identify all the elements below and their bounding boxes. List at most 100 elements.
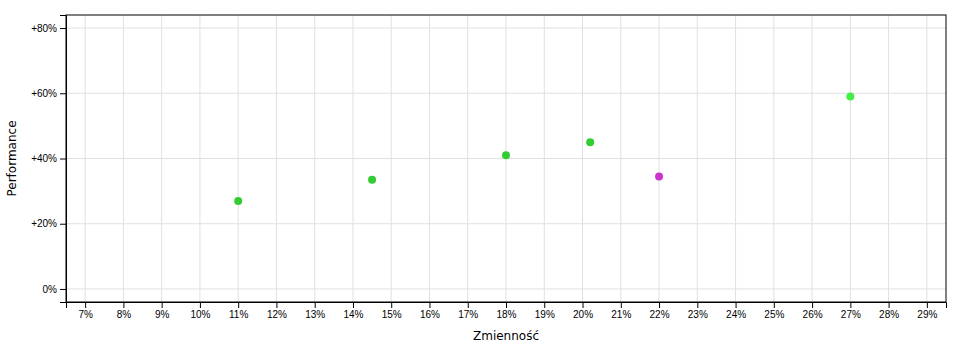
x-tick: 21% xyxy=(611,302,631,320)
y-axis-line xyxy=(60,16,67,303)
x-tick: 29% xyxy=(917,302,937,320)
x-tick-label: 7% xyxy=(78,309,93,320)
y-axis-title: Performance xyxy=(5,120,19,196)
y-tick-mark xyxy=(60,224,66,225)
chart-container: 7% 8% 9% 10% 11% 12% 13% 14% 15% 16% 17% 18% 19% 20% 2… xyxy=(0,0,966,350)
x-tick-mark xyxy=(429,302,430,308)
x-tick-mark xyxy=(774,302,775,308)
x-tick-label: 20% xyxy=(573,309,593,320)
x-tick-mark xyxy=(889,302,890,308)
point xyxy=(846,93,854,101)
x-tick-label: 13% xyxy=(305,309,325,320)
x-tick-label: 16% xyxy=(420,309,440,320)
x-tick: 22% xyxy=(650,302,670,320)
x-tick-label: 25% xyxy=(764,309,784,320)
x-tick-mark xyxy=(200,302,201,308)
plot-area: 7% 8% 9% 10% 11% 12% 13% 14% 15% 16% 17% 18% 19% 20% 2… xyxy=(31,15,946,320)
point xyxy=(234,197,242,205)
x-tick-label: 22% xyxy=(650,309,670,320)
y-tick-label: +40% xyxy=(31,153,57,164)
x-axis-title: Zmienność xyxy=(473,329,539,343)
x-tick: 19% xyxy=(535,302,555,320)
x-tick-label: 9% xyxy=(155,309,170,320)
point xyxy=(586,138,594,146)
x-tick: 24% xyxy=(726,302,746,320)
x-tick: 13% xyxy=(305,302,325,320)
x-tick-label: 29% xyxy=(917,309,937,320)
x-tick-mark xyxy=(276,302,277,308)
chart-svg: 7% 8% 9% 10% 11% 12% 13% 14% 15% 16% 17% 18% 19% 20% 2… xyxy=(0,0,966,350)
x-tick: 27% xyxy=(841,302,861,320)
y-tick-mark xyxy=(60,93,66,94)
x-tick-mark xyxy=(621,302,622,308)
x-tick: 28% xyxy=(879,302,899,320)
x-tick-mark xyxy=(736,302,737,308)
x-tick-label: 21% xyxy=(611,309,631,320)
x-axis-line xyxy=(67,303,947,309)
x-tick-label: 28% xyxy=(879,309,899,320)
y-axis: 0% +20% +40% +60% +80% xyxy=(31,16,66,303)
x-tick-mark xyxy=(506,302,507,308)
x-tick-label: 11% xyxy=(229,309,248,320)
x-tick-mark xyxy=(123,302,124,308)
x-tick-label: 12% xyxy=(267,309,287,320)
point xyxy=(368,176,376,184)
grid xyxy=(66,15,946,302)
point xyxy=(502,151,510,159)
x-tick-mark xyxy=(697,302,698,308)
x-tick: 14% xyxy=(343,302,363,320)
x-tick: 10% xyxy=(190,302,210,320)
x-tick-mark xyxy=(850,302,851,308)
x-axis: 7% 8% 9% 10% 11% 12% 13% 14% 15% 16% 17% 18% 19% 20% 2… xyxy=(67,302,947,320)
y-grid-line xyxy=(66,223,946,224)
point xyxy=(655,172,663,180)
y-tick: +20% xyxy=(31,218,66,229)
x-tick: 8% xyxy=(117,302,132,320)
y-tick-mark xyxy=(60,28,66,29)
x-tick-label: 19% xyxy=(535,309,555,320)
y-grid-line xyxy=(66,93,946,94)
y-tick-mark xyxy=(60,159,66,160)
y-tick: +40% xyxy=(31,153,66,164)
x-tick-mark xyxy=(468,302,469,308)
x-tick-mark xyxy=(85,302,86,308)
x-tick: 25% xyxy=(764,302,784,320)
x-tick: 11% xyxy=(229,302,248,320)
x-tick: 9% xyxy=(155,302,170,320)
x-tick-label: 8% xyxy=(117,309,132,320)
x-tick-label: 10% xyxy=(190,309,210,320)
x-tick-mark xyxy=(162,302,163,308)
x-tick-label: 26% xyxy=(803,309,823,320)
x-tick: 7% xyxy=(78,302,93,320)
x-tick-label: 24% xyxy=(726,309,746,320)
y-grid-line xyxy=(66,28,946,29)
x-tick: 26% xyxy=(803,302,823,320)
x-tick-mark xyxy=(927,302,928,308)
x-tick-label: 15% xyxy=(382,309,402,320)
x-tick: 20% xyxy=(573,302,593,320)
x-tick-mark xyxy=(583,302,584,308)
y-tick-label: +60% xyxy=(31,88,57,99)
x-tick: 23% xyxy=(688,302,708,320)
x-tick: 16% xyxy=(420,302,440,320)
x-tick-mark xyxy=(238,302,239,308)
y-tick-mark xyxy=(60,289,66,290)
y-tick: +80% xyxy=(31,23,66,34)
x-tick-label: 14% xyxy=(343,309,363,320)
x-tick-mark xyxy=(353,302,354,308)
x-tick-label: 18% xyxy=(496,309,516,320)
x-tick: 15% xyxy=(382,302,402,320)
x-tick-mark xyxy=(544,302,545,308)
x-tick: 18% xyxy=(496,302,516,320)
x-tick: 17% xyxy=(458,302,478,320)
y-tick-label: +20% xyxy=(31,218,57,229)
x-tick-mark xyxy=(812,302,813,308)
x-tick: 12% xyxy=(267,302,287,320)
y-tick: 0% xyxy=(43,284,66,295)
y-grid-line xyxy=(66,288,946,289)
y-tick-label: 0% xyxy=(43,284,58,295)
x-tick-label: 17% xyxy=(458,309,478,320)
x-tick-label: 27% xyxy=(841,309,861,320)
y-tick: +60% xyxy=(31,88,66,99)
y-tick-label: +80% xyxy=(31,23,57,34)
